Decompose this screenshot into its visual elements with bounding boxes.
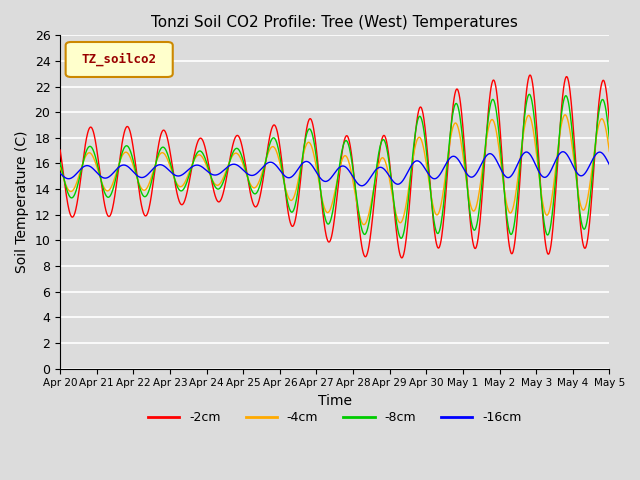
Text: TZ_soilco2: TZ_soilco2 <box>82 53 157 66</box>
FancyBboxPatch shape <box>66 42 173 77</box>
Y-axis label: Soil Temperature (C): Soil Temperature (C) <box>15 131 29 273</box>
Legend: -2cm, -4cm, -8cm, -16cm: -2cm, -4cm, -8cm, -16cm <box>143 406 527 429</box>
X-axis label: Time: Time <box>318 394 352 408</box>
Title: Tonzi Soil CO2 Profile: Tree (West) Temperatures: Tonzi Soil CO2 Profile: Tree (West) Temp… <box>151 15 518 30</box>
